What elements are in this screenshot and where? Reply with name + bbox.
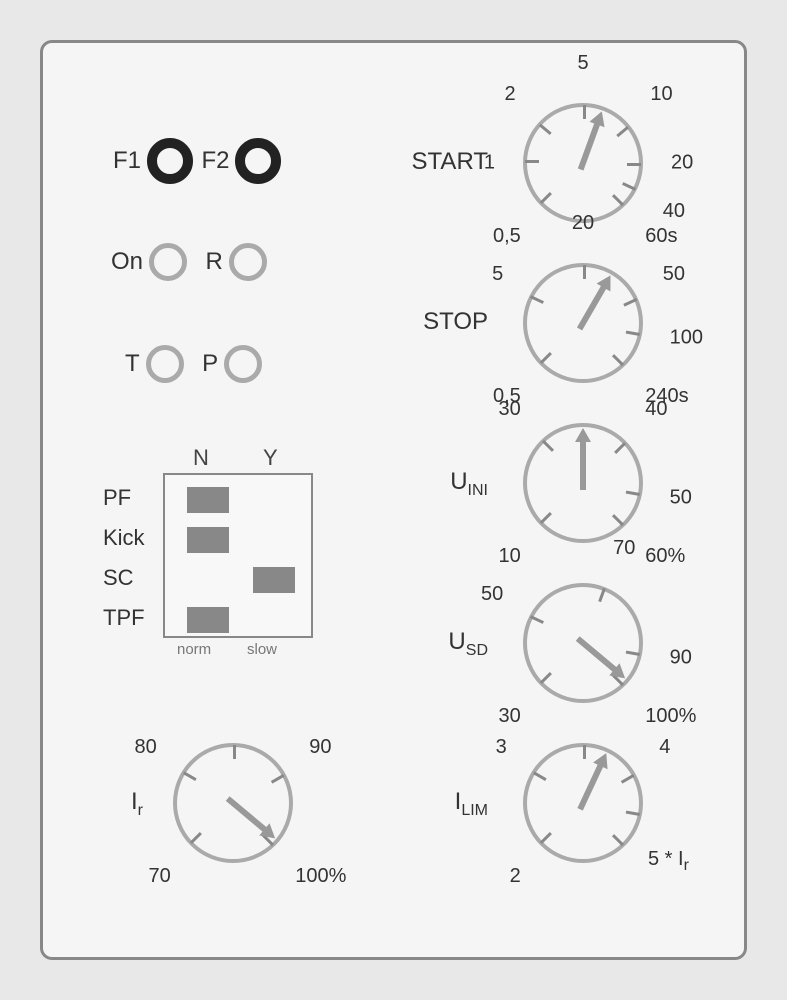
- dip-switch-box: N Y norm slow PF Kick SC TPF: [163, 473, 313, 638]
- dial-tick-label: 5: [492, 263, 503, 286]
- led-f2-indicator: [235, 138, 281, 184]
- led-r: R: [205, 243, 266, 281]
- dial-tick-label: 90: [670, 647, 692, 670]
- dial-tick-label: 4: [659, 736, 670, 759]
- dial-ir-name: Ir: [83, 788, 143, 820]
- dip-footer-norm: norm: [177, 641, 211, 658]
- dial-usd[interactable]: 30507090100%: [503, 563, 663, 723]
- dial-tick-label: 50: [663, 263, 685, 286]
- dip-row-pf-label: PF: [103, 485, 131, 511]
- led-p: P: [202, 345, 262, 383]
- dial-tick: [583, 105, 586, 119]
- dial-tick-label: 10: [650, 83, 672, 106]
- dial-tick-label: 5: [577, 52, 588, 75]
- led-row-f: F1 F2: [113, 138, 281, 184]
- dial-tick: [627, 163, 641, 166]
- led-on: On: [111, 243, 187, 281]
- led-t-indicator: [146, 345, 184, 383]
- dip-switch-tpf[interactable]: [187, 607, 229, 633]
- led-row-t-p: T P: [125, 345, 262, 383]
- dial-tick-label: 40: [645, 398, 667, 421]
- dip-header-y: Y: [263, 445, 278, 471]
- dial-stop[interactable]: 0,552050100240s: [503, 243, 663, 403]
- dip-switch-pf[interactable]: [187, 487, 229, 513]
- dip-row-sc-label: SC: [103, 565, 134, 591]
- dial-tick-label: 100: [670, 327, 703, 350]
- dial-tick-label: 2: [510, 865, 521, 888]
- dial-usd-name: USD: [418, 628, 488, 660]
- dial-tick-label: 20: [671, 152, 693, 175]
- dial-tick: [583, 265, 586, 279]
- dip-row-tpf-label: TPF: [103, 605, 145, 631]
- dial-ilim-name: ILIM: [418, 788, 488, 820]
- dial-tick-label: 2: [504, 83, 515, 106]
- led-f2: F2: [201, 138, 281, 184]
- dial-ir[interactable]: 708090100%: [153, 723, 313, 883]
- led-t: T: [125, 345, 184, 383]
- led-on-indicator: [149, 243, 187, 281]
- dip-row-kick-label: Kick: [103, 525, 145, 551]
- dial-tick-label: 30: [499, 398, 521, 421]
- dial-tick-label: 40: [663, 200, 685, 223]
- dial-ilim[interactable]: 234: [503, 723, 663, 883]
- dip-footer-slow: slow: [247, 641, 277, 658]
- dial-tick-label: 80: [135, 736, 157, 759]
- dial-tick: [583, 745, 586, 759]
- dial-tick-label: 100%: [295, 865, 346, 888]
- dial-tick-label: 50: [481, 583, 503, 606]
- dial-tick: [233, 745, 236, 759]
- led-row-on-r: On R: [111, 243, 267, 281]
- dip-switch-kick[interactable]: [187, 527, 229, 553]
- dip-header-n: N: [193, 445, 209, 471]
- led-t-label: T: [125, 350, 140, 378]
- dial-tick-label: 50: [670, 487, 692, 510]
- led-p-label: P: [202, 350, 218, 378]
- led-on-label: On: [111, 248, 143, 276]
- dial-start-name: START: [378, 148, 488, 176]
- led-r-indicator: [229, 243, 267, 281]
- dip-switch-sc[interactable]: [253, 567, 295, 593]
- led-r-label: R: [205, 248, 222, 276]
- dial-tick-label: 3: [496, 736, 507, 759]
- dial-uini-name: UINI: [418, 468, 488, 500]
- led-f2-label: F2: [201, 147, 229, 175]
- led-f1-indicator: [147, 138, 193, 184]
- dial-ilim-suffix: 5 * Ir: [648, 848, 689, 875]
- dial-tick-label: 90: [309, 736, 331, 759]
- dial-uini[interactable]: 1030405060%: [503, 403, 663, 563]
- control-panel: F1 F2 On R T P N Y norm slo: [40, 40, 747, 960]
- led-p-indicator: [224, 345, 262, 383]
- dial-tick-label: 20: [572, 212, 594, 235]
- dial-stop-name: STOP: [388, 308, 488, 336]
- led-f1-label: F1: [113, 147, 141, 175]
- dial-tick-label: 70: [613, 537, 635, 560]
- led-f1: F1: [113, 138, 193, 184]
- dial-tick-label: 70: [149, 865, 171, 888]
- dial-tick: [525, 160, 539, 163]
